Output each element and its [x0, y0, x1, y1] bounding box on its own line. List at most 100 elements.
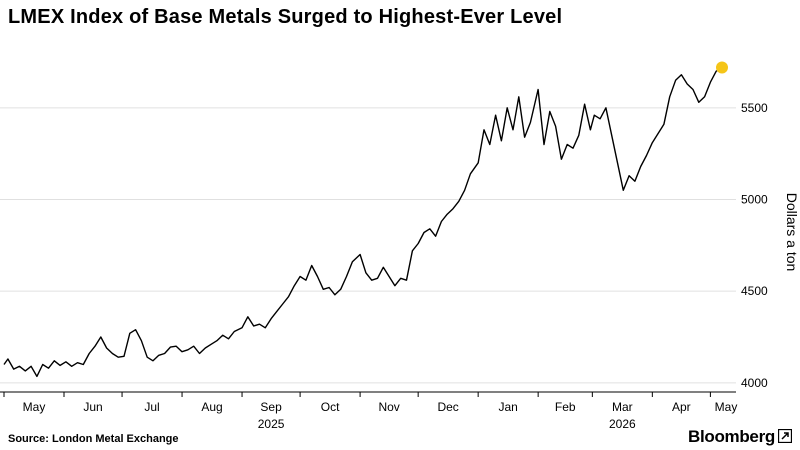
data-point	[452, 207, 455, 210]
latest-value-marker	[716, 61, 728, 74]
data-point	[24, 369, 27, 372]
data-point	[393, 284, 396, 287]
data-point	[500, 139, 503, 142]
data-point	[345, 275, 348, 278]
x-axis-ticks	[3, 392, 711, 397]
data-point	[697, 101, 700, 104]
data-point	[593, 114, 596, 117]
data-point	[64, 360, 67, 363]
data-point	[616, 161, 619, 164]
data-point	[82, 363, 85, 366]
data-point	[523, 136, 526, 139]
data-point	[633, 180, 636, 183]
data-point	[639, 165, 642, 168]
data-point	[146, 356, 149, 359]
data-point	[457, 200, 460, 203]
data-point	[88, 352, 91, 355]
data-point	[215, 339, 218, 342]
data-point	[275, 310, 278, 313]
data-point	[252, 325, 255, 328]
data-point	[469, 172, 472, 175]
data-point	[210, 343, 213, 346]
data-point	[463, 189, 466, 192]
data-point	[376, 277, 379, 280]
data-point	[440, 220, 443, 223]
data-point	[446, 213, 449, 216]
data-point	[483, 128, 486, 131]
x-axis-month-labels: May Jun Jul Aug Sep Oct Nov Dec Jan Feb Mar Apr May	[23, 400, 738, 414]
data-point	[417, 242, 420, 245]
gridlines	[0, 107, 736, 384]
data-point	[328, 286, 331, 289]
data-point	[233, 330, 236, 333]
data-point	[53, 359, 56, 362]
y-tick-label: 4000	[741, 376, 768, 390]
data-point	[657, 132, 660, 135]
data-point	[117, 356, 120, 359]
data-point	[12, 368, 15, 371]
data-point	[434, 235, 437, 238]
data-point	[537, 88, 540, 91]
data-point	[662, 123, 665, 126]
x-year-label: 2025	[258, 417, 285, 431]
data-point	[477, 161, 480, 164]
data-point	[703, 95, 706, 98]
data-point	[134, 328, 137, 331]
data-point	[339, 288, 342, 291]
data-point	[221, 334, 224, 337]
data-point	[35, 375, 38, 378]
data-point	[181, 350, 184, 353]
data-point	[157, 354, 160, 357]
data-point	[94, 345, 97, 348]
data-point	[293, 284, 296, 287]
data-point	[204, 347, 207, 350]
y-tick-label: 5500	[741, 101, 768, 115]
data-point	[651, 141, 654, 144]
data-point	[241, 326, 244, 329]
x-tick-label: Dec	[437, 400, 458, 414]
data-point	[304, 279, 307, 282]
data-point	[18, 365, 21, 368]
source-note: Source: London Metal Exchange	[8, 433, 179, 445]
data-point	[152, 359, 155, 362]
data-point	[128, 332, 131, 335]
data-point	[494, 114, 497, 117]
data-point	[488, 143, 491, 146]
x-tick-label: Jan	[498, 400, 517, 414]
data-point	[258, 323, 261, 326]
data-point	[333, 293, 336, 296]
data-point	[364, 271, 367, 274]
data-point	[680, 73, 683, 76]
data-point	[47, 367, 50, 370]
data-point	[351, 260, 354, 263]
data-point	[169, 346, 172, 349]
data-point	[548, 110, 551, 113]
data-point	[589, 128, 592, 131]
data-point	[709, 81, 712, 84]
data-point	[30, 365, 33, 368]
y-tick-label: 5000	[741, 193, 768, 207]
data-point	[3, 363, 6, 366]
data-point	[399, 277, 402, 280]
data-point	[554, 125, 557, 128]
data-point	[428, 227, 431, 230]
data-point	[175, 345, 178, 348]
data-point	[512, 128, 515, 131]
data-point	[405, 279, 408, 282]
data-point	[281, 303, 284, 306]
y-axis-tick-labels: 4000 4500 5000 5500	[741, 101, 768, 390]
data-point	[76, 361, 79, 364]
data-point	[566, 143, 569, 146]
data-point	[674, 79, 677, 82]
data-points	[3, 66, 724, 378]
x-tick-label: Nov	[378, 400, 399, 414]
data-point	[111, 352, 114, 355]
expand-arrow-icon	[778, 429, 792, 443]
chart-title: LMEX Index of Base Metals Surged to High…	[8, 6, 563, 28]
series-line	[3, 66, 723, 378]
data-point	[163, 352, 166, 355]
data-point	[105, 347, 108, 350]
data-point	[6, 358, 9, 361]
data-point	[577, 134, 580, 137]
